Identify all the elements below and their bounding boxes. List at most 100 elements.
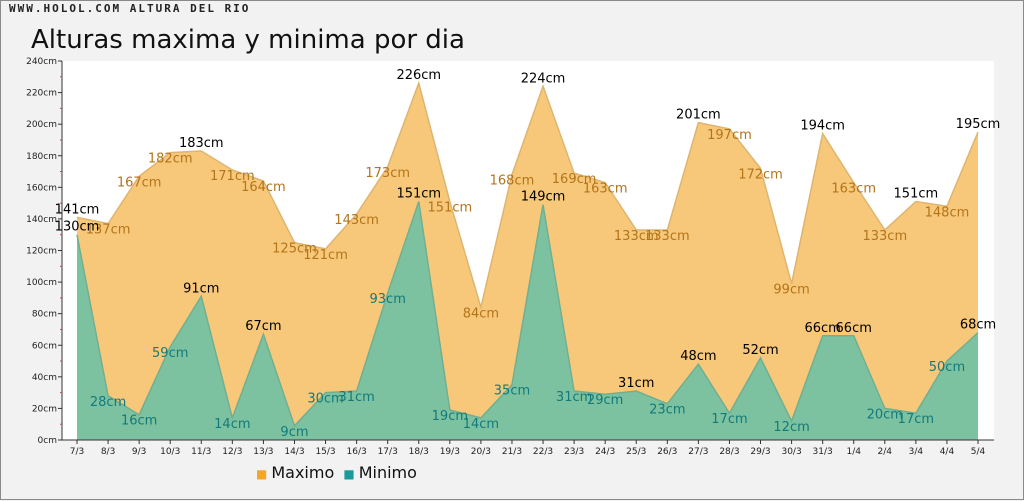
x-tick-label: 13/3	[253, 447, 273, 457]
data-label-minimo: 52cm	[742, 343, 778, 358]
data-label-maximo: 194cm	[800, 119, 845, 134]
data-label-maximo: 195cm	[956, 117, 1001, 132]
data-label-minimo: 19cm	[432, 409, 468, 424]
data-label-maximo: 148cm	[925, 205, 970, 220]
data-label-maximo: 167cm	[117, 175, 162, 190]
data-label-minimo: 93cm	[370, 292, 406, 307]
data-label-maximo: 141cm	[55, 202, 100, 217]
data-label-maximo: 151cm	[894, 187, 939, 202]
data-label-minimo: 68cm	[960, 318, 996, 333]
data-label-maximo: 143cm	[334, 213, 379, 228]
x-tick-label: 15/3	[315, 447, 335, 457]
y-tick-label: 200cm	[26, 120, 57, 130]
y-tick-label: 20cm	[32, 404, 57, 414]
data-label-maximo: 151cm	[428, 201, 473, 216]
data-label-maximo: 173cm	[365, 166, 410, 181]
data-label-minimo: 149cm	[521, 190, 566, 205]
data-label-minimo: 66cm	[804, 321, 840, 336]
data-label-maximo: 133cm	[614, 229, 659, 244]
data-label-minimo: 9cm	[280, 425, 308, 440]
data-label-maximo: 168cm	[490, 174, 535, 189]
y-tick-label: 240cm	[26, 57, 57, 67]
data-label-maximo: 163cm	[831, 182, 876, 197]
data-label-minimo: 31cm	[338, 390, 374, 405]
data-label-minimo: 14cm	[463, 417, 499, 432]
data-label-minimo: 66cm	[836, 321, 872, 336]
y-tick-label: 120cm	[26, 247, 57, 257]
x-tick-label: 25/3	[626, 447, 646, 457]
legend-label-maximo: Maximo	[271, 463, 335, 482]
data-label-maximo: 182cm	[148, 152, 193, 167]
data-label-minimo: 29cm	[587, 393, 623, 408]
x-tick-label: 31/3	[813, 447, 833, 457]
legend-marker-maximo: ■	[256, 467, 268, 481]
data-label-maximo: 163cm	[583, 182, 628, 197]
legend-label-minimo: Minimo	[358, 463, 417, 482]
x-tick-label: 21/3	[502, 447, 522, 457]
data-label-minimo: 91cm	[183, 281, 219, 296]
x-tick-label: 1/4	[846, 447, 861, 457]
line-minimo	[76, 201, 979, 428]
data-label-minimo: 16cm	[121, 414, 157, 429]
x-tick-label: 7/3	[70, 447, 84, 457]
x-tick-label: 23/3	[564, 447, 584, 457]
x-tick-label: 14/3	[284, 447, 304, 457]
data-label-minimo: 50cm	[929, 360, 965, 375]
chart-title: Alturas maxima y minima por dia	[31, 25, 465, 55]
y-tick-label: 0cm	[38, 436, 57, 446]
x-tick-label: 16/3	[347, 447, 367, 457]
data-label-maximo: 226cm	[396, 68, 441, 83]
x-tick-label: 3/4	[909, 447, 924, 457]
data-label-maximo: 169cm	[552, 172, 597, 187]
site-brand: WWW.HOLOL.COM ALTURA DEL RIO	[9, 2, 251, 15]
x-tick-label: 10/3	[160, 447, 180, 457]
x-tick-label: 9/3	[132, 447, 146, 457]
data-label-minimo: 151cm	[396, 187, 441, 202]
data-label-minimo: 59cm	[152, 346, 188, 361]
x-tick-label: 26/3	[657, 447, 677, 457]
data-label-minimo: 17cm	[898, 412, 934, 427]
y-tick-label: 40cm	[32, 373, 57, 383]
legend-marker-minimo: ■	[343, 467, 355, 481]
data-label-minimo: 48cm	[680, 349, 716, 364]
data-label-maximo: 197cm	[707, 128, 752, 143]
y-tick-label: 220cm	[26, 89, 57, 99]
data-label-maximo: 164cm	[241, 180, 286, 195]
data-label-minimo: 20cm	[867, 407, 903, 422]
data-label-minimo: 30cm	[307, 392, 343, 407]
data-label-minimo: 17cm	[711, 412, 747, 427]
data-label-maximo: 201cm	[676, 108, 721, 123]
x-tick-label: 28/3	[719, 447, 739, 457]
x-tick-label: 22/3	[533, 447, 553, 457]
data-label-minimo: 35cm	[494, 384, 530, 399]
x-tick-label: 4/4	[940, 447, 955, 457]
data-label-maximo: 171cm	[210, 169, 255, 184]
data-label-maximo: 84cm	[463, 306, 499, 321]
y-tick-label: 60cm	[32, 341, 57, 351]
x-tick-label: 19/3	[440, 447, 460, 457]
data-label-maximo: 183cm	[179, 136, 224, 151]
data-label-maximo: 172cm	[738, 167, 783, 182]
y-tick-label: 160cm	[26, 183, 57, 193]
area-minimo	[77, 201, 978, 440]
data-label-maximo: 125cm	[272, 242, 317, 257]
data-label-maximo: 99cm	[773, 283, 809, 298]
y-tick-label: 80cm	[32, 310, 57, 320]
data-label-minimo: 67cm	[245, 319, 281, 334]
x-tick-label: 27/3	[688, 447, 708, 457]
x-tick-label: 18/3	[409, 447, 429, 457]
x-tick-label: 12/3	[222, 447, 242, 457]
data-label-maximo: 121cm	[303, 248, 348, 263]
x-tick-label: 24/3	[595, 447, 615, 457]
x-tick-label: 30/3	[781, 447, 801, 457]
data-label-maximo: 133cm	[645, 229, 690, 244]
x-tick-label: 2/4	[878, 447, 893, 457]
data-label-minimo: 14cm	[214, 417, 250, 432]
y-tick-label: 100cm	[26, 278, 57, 288]
data-label-minimo: 130cm	[55, 220, 100, 235]
data-label-minimo: 12cm	[773, 420, 809, 435]
line-maximo	[76, 80, 979, 311]
x-tick-label: 29/3	[750, 447, 770, 457]
data-label-maximo: 224cm	[521, 71, 566, 86]
